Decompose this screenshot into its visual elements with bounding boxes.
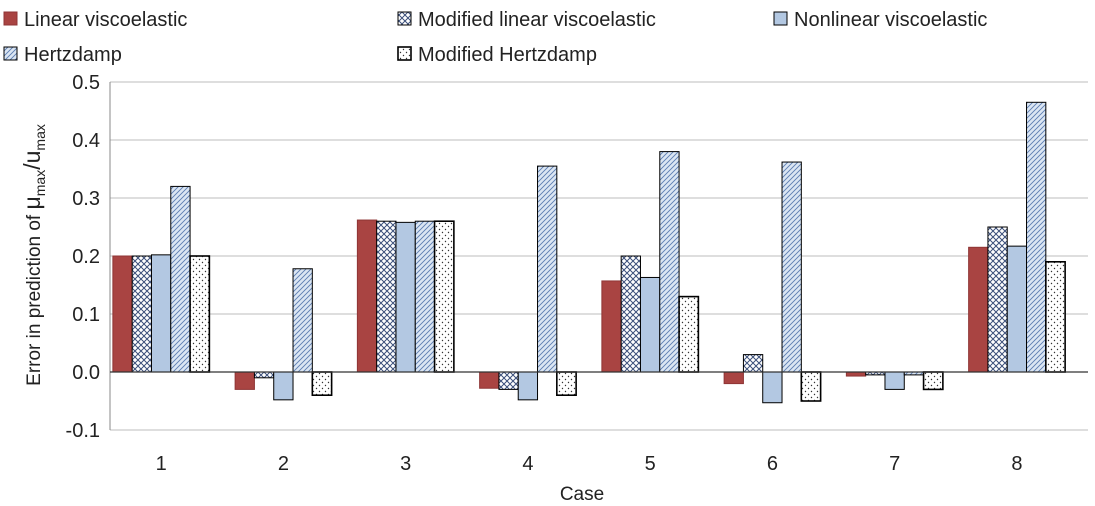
bar	[234, 371, 255, 390]
legend-label: Linear viscoelastic	[24, 9, 187, 31]
bar	[1045, 260, 1066, 373]
bar	[253, 371, 275, 379]
y-tick-label: 0.0	[72, 362, 100, 384]
bar	[433, 220, 455, 373]
bar	[639, 276, 661, 373]
y-tick-labels: -0.1 0.0 0.1 0.2 0.3 0.4 0.5	[66, 72, 100, 442]
legend-label: Hertzdamp	[24, 44, 122, 66]
y-tick-label: -0.1	[66, 420, 100, 442]
bar	[922, 371, 944, 391]
bar	[1026, 101, 1047, 373]
bar	[1006, 245, 1028, 373]
bar	[189, 255, 211, 373]
bar	[678, 295, 700, 373]
legend-swatch	[3, 46, 18, 61]
x-tick-label: 1	[156, 453, 167, 475]
x-tick-label: 3	[400, 453, 411, 475]
bar	[273, 371, 294, 401]
legend-label: Modified Hertzdamp	[418, 44, 597, 66]
x-tick-label: 4	[522, 453, 533, 475]
x-tick-label: 5	[645, 453, 656, 475]
legend-label: Nonlinear viscoelastic	[794, 9, 987, 31]
bar	[131, 255, 152, 373]
axes	[109, 82, 1088, 430]
bar	[968, 246, 989, 373]
bar	[170, 185, 191, 373]
bar	[742, 354, 764, 373]
bar	[781, 161, 802, 373]
x-tick-labels: 1 2 3 4 5 6 7 8	[156, 453, 1023, 475]
y-tick-label: 0.1	[72, 304, 100, 326]
bar	[517, 371, 539, 401]
legend-swatch	[397, 46, 412, 61]
legend-swatch	[397, 11, 412, 26]
x-tick-label: 7	[889, 453, 900, 475]
bar	[659, 151, 680, 373]
bar	[884, 371, 905, 390]
legend-swatch	[3, 11, 18, 26]
x-tick-label: 8	[1011, 453, 1022, 475]
bar	[414, 220, 436, 373]
bar	[311, 371, 333, 397]
legend: Linear viscoelastic Modified linear visco…	[3, 9, 987, 66]
bar	[498, 371, 519, 390]
bar	[150, 254, 172, 373]
y-tick-label: 0.2	[72, 246, 100, 268]
y-tick-label: 0.3	[72, 188, 100, 210]
bar	[723, 371, 744, 385]
bar	[987, 226, 1008, 373]
bar	[112, 255, 133, 373]
y-axis-label: Error in prediction of μmax/umax	[19, 124, 48, 386]
y-tick-label: 0.5	[72, 72, 100, 94]
bar	[601, 280, 622, 373]
bar	[762, 371, 783, 404]
bar	[845, 371, 867, 377]
bar	[395, 221, 416, 373]
x-tick-label: 6	[767, 453, 778, 475]
x-tick-label: 2	[278, 453, 289, 475]
x-axis-label: Case	[560, 484, 604, 505]
y-tick-label: 0.4	[72, 130, 100, 152]
bar	[800, 371, 822, 402]
bar	[356, 219, 378, 373]
bars	[112, 101, 1066, 404]
legend-swatch	[773, 11, 788, 26]
bar	[376, 220, 397, 373]
legend-label: Modified linear viscoelastic	[418, 9, 656, 31]
bar	[556, 371, 577, 397]
bar	[479, 371, 500, 389]
bar	[292, 268, 313, 373]
bar	[537, 165, 558, 373]
bar	[620, 255, 641, 373]
